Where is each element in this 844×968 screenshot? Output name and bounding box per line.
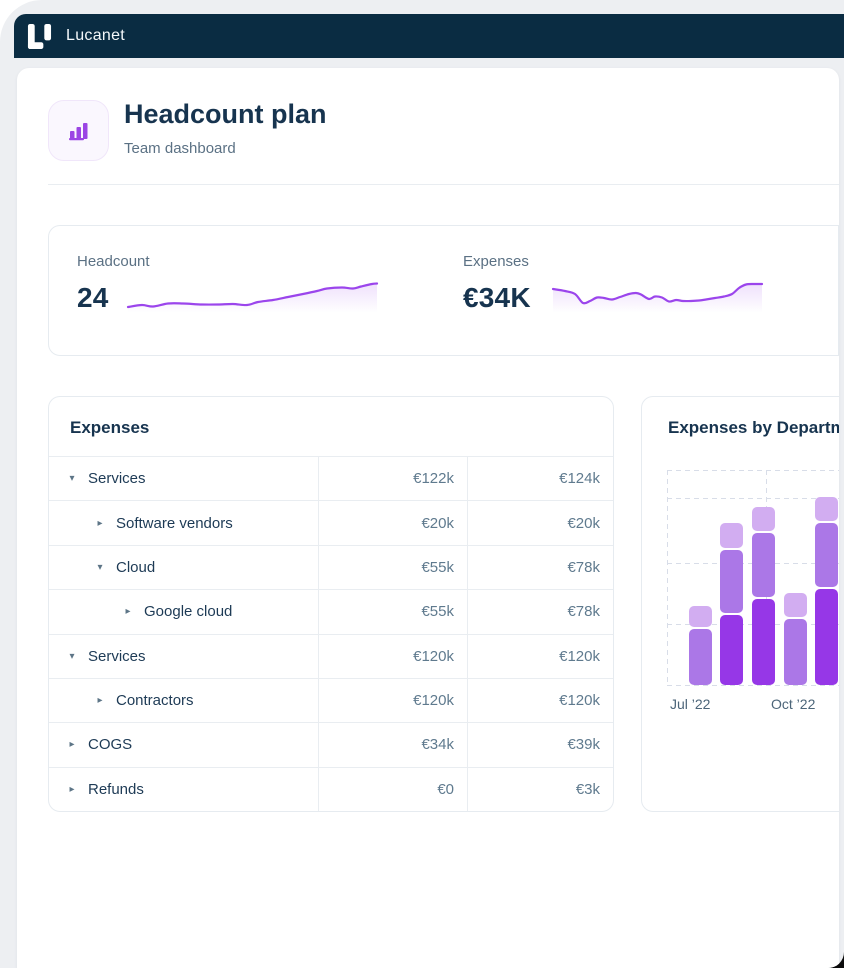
- vertical-gridline: [667, 470, 668, 685]
- table-row[interactable]: ▾ Services €120k €120k: [49, 633, 613, 678]
- row-label: Contractors: [116, 692, 194, 710]
- row-value: €120k: [318, 634, 467, 678]
- horizontal-gridline: [667, 685, 839, 686]
- expenses-kpi-value: €34K: [463, 282, 531, 313]
- bar-segment-medium: [784, 619, 807, 685]
- lucanet-logo-icon: [27, 23, 52, 49]
- bar-segment-light: [752, 507, 775, 531]
- expand-caret-icon[interactable]: ▸: [125, 606, 131, 618]
- row-value: €55k: [318, 590, 467, 634]
- headcount-sparkline-chart: [126, 282, 379, 313]
- row-label: COGS: [88, 736, 133, 754]
- bar-segment-light: [720, 523, 743, 548]
- row-value: €78k: [467, 545, 613, 590]
- row-label: Refunds: [88, 780, 144, 798]
- bar-segment-medium: [752, 533, 775, 597]
- bar-segment-light: [815, 497, 838, 521]
- expand-caret-icon[interactable]: ▸: [69, 783, 75, 795]
- stacked-bar[interactable]: [784, 593, 807, 685]
- row-value: €3k: [467, 767, 613, 811]
- department-chart-card: Expenses by Department Jul ’22 Oct ’22: [641, 396, 839, 812]
- expenses-table-title: Expenses: [70, 418, 150, 437]
- table-row[interactable]: ▸ Software vendors €20k €20k: [49, 500, 613, 545]
- expenses-table-card: Expenses ▾ Services €122k €124k ▸ Software ve…: [48, 396, 614, 812]
- table-row[interactable]: ▾ Services €122k €124k: [49, 456, 613, 501]
- row-value: €120k: [318, 678, 467, 723]
- row-value: €34k: [318, 723, 467, 767]
- stacked-bar[interactable]: [752, 507, 775, 685]
- stacked-bar[interactable]: [689, 606, 712, 685]
- row-value: €20k: [318, 501, 467, 545]
- department-chart-plot: Jul ’22 Oct ’22: [667, 470, 839, 712]
- expenses-kpi-label: Expenses: [463, 253, 529, 270]
- bar-segment-dark: [720, 615, 743, 685]
- row-value: €39k: [467, 723, 613, 767]
- row-value: €0: [318, 767, 467, 811]
- row-value: €20k: [467, 501, 613, 545]
- expenses-sparkline-chart: [551, 282, 764, 313]
- bar-segment-medium: [815, 523, 838, 587]
- stacked-bar[interactable]: [720, 523, 743, 685]
- bar-segment-dark: [815, 589, 838, 685]
- x-axis-label: Oct ’22: [771, 696, 816, 712]
- main-content-card: Headcount plan Team dashboard Headcount …: [17, 68, 839, 968]
- table-row[interactable]: ▸ Google cloud €55k €78k: [49, 589, 613, 634]
- page-subtitle: Team dashboard: [124, 140, 236, 157]
- kpi-strip-card: Headcount 24 Expenses €34K: [48, 225, 839, 356]
- row-value: €124k: [467, 457, 613, 501]
- bar-segment-light: [784, 593, 807, 617]
- table-row[interactable]: ▾ Cloud €55k €78k: [49, 544, 613, 590]
- row-label: Services: [88, 647, 146, 665]
- department-chart-title: Expenses by Department: [668, 418, 839, 437]
- collapse-caret-icon[interactable]: ▾: [69, 473, 75, 485]
- x-axis-label: Jul ’22: [670, 696, 711, 712]
- brand-name: Lucanet: [66, 27, 126, 44]
- header-divider: [48, 184, 839, 185]
- row-value: €122k: [318, 457, 467, 501]
- dashboard-icon-tile: [48, 100, 109, 161]
- bar-segment-light: [689, 606, 712, 627]
- row-value: €78k: [467, 590, 613, 634]
- collapse-caret-icon[interactable]: ▾: [97, 561, 103, 573]
- row-label: Services: [88, 470, 146, 488]
- headcount-kpi-value: 24: [77, 282, 109, 313]
- stacked-bar[interactable]: [815, 497, 838, 685]
- row-value: €55k: [318, 545, 467, 590]
- horizontal-gridline: [667, 470, 839, 471]
- expand-caret-icon[interactable]: ▸: [69, 739, 75, 751]
- headcount-kpi-label: Headcount: [77, 253, 150, 270]
- table-row[interactable]: ▸ COGS €34k €39k: [49, 722, 613, 767]
- bar-segment-medium: [689, 629, 712, 685]
- page-title: Headcount plan: [124, 99, 327, 129]
- bar-chart-icon: [68, 122, 87, 140]
- row-value: €120k: [467, 678, 613, 723]
- collapse-caret-icon[interactable]: ▾: [69, 650, 75, 662]
- row-value: €120k: [467, 634, 613, 678]
- expand-caret-icon[interactable]: ▸: [97, 695, 103, 707]
- bar-segment-dark: [752, 599, 775, 685]
- row-label: Software vendors: [116, 514, 233, 532]
- expenses-table-body: ▾ Services €122k €124k ▸ Software vendors €20k…: [49, 456, 613, 811]
- horizontal-gridline: [667, 498, 839, 499]
- table-row[interactable]: ▸ Refunds €0 €3k: [49, 766, 613, 811]
- row-label: Google cloud: [144, 603, 233, 621]
- bar-segment-medium: [720, 550, 743, 613]
- row-label: Cloud: [116, 558, 156, 576]
- table-row[interactable]: ▸ Contractors €120k €120k: [49, 677, 613, 723]
- top-navigation-bar: Lucanet: [14, 14, 844, 58]
- expand-caret-icon[interactable]: ▸: [97, 517, 103, 529]
